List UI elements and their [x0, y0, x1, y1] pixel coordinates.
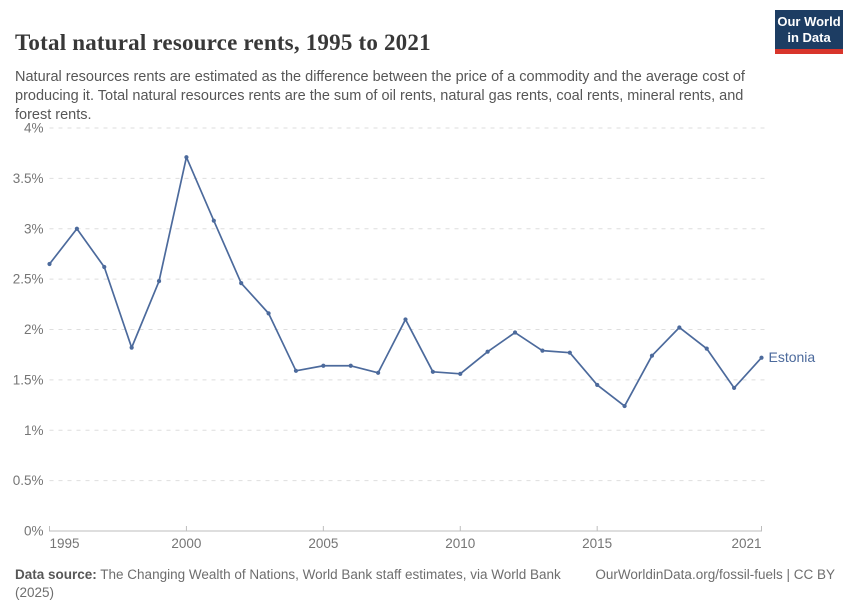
- x-axis-tick-label: 2021: [731, 536, 761, 551]
- data-point[interactable]: [376, 370, 381, 375]
- data-point[interactable]: [512, 330, 518, 335]
- data-point[interactable]: [403, 317, 408, 322]
- data-point[interactable]: [102, 264, 107, 270]
- data-point[interactable]: [348, 363, 353, 368]
- data-point[interactable]: [485, 349, 490, 354]
- y-axis-tick-label: 2%: [24, 322, 44, 337]
- data-point[interactable]: [184, 155, 189, 160]
- data-source-note: Data source: The Changing Wealth of Nati…: [15, 566, 595, 600]
- y-axis-tick-label: 1%: [24, 423, 44, 438]
- chart-subtitle: Natural resources rents are estimated as…: [15, 68, 745, 123]
- x-axis-tick-label: 2000: [171, 536, 201, 551]
- y-axis-tick-label: 1.5%: [13, 372, 44, 387]
- series-label-estonia[interactable]: Estonia: [769, 349, 816, 365]
- data-point[interactable]: [595, 382, 600, 388]
- y-axis-tick-label: 3%: [24, 221, 44, 236]
- data-point[interactable]: [129, 345, 134, 350]
- data-point[interactable]: [759, 355, 764, 360]
- y-axis-tick-label: 4%: [24, 121, 44, 136]
- y-axis-tick-label: 2.5%: [13, 272, 44, 287]
- data-point[interactable]: [649, 353, 655, 358]
- data-source-label: Data source:: [15, 567, 97, 582]
- data-point[interactable]: [622, 403, 627, 409]
- data-point[interactable]: [47, 261, 52, 267]
- data-point[interactable]: [239, 281, 244, 286]
- x-axis-line: [49, 526, 762, 532]
- data-point[interactable]: [540, 348, 545, 353]
- data-point[interactable]: [567, 350, 572, 355]
- data-point[interactable]: [321, 363, 326, 368]
- data-point[interactable]: [74, 226, 79, 231]
- data-point[interactable]: [430, 369, 435, 374]
- y-axis-tick-label: 0.5%: [13, 473, 44, 488]
- data-point[interactable]: [732, 385, 737, 391]
- data-point[interactable]: [211, 218, 216, 223]
- data-point[interactable]: [704, 346, 709, 351]
- owid-logo-line2: in Data: [787, 30, 831, 45]
- y-axis-tick-label: 3.5%: [13, 171, 44, 186]
- y-axis-tick-label: 0%: [24, 524, 44, 539]
- x-axis-tick-label: 2005: [308, 536, 338, 551]
- chart-footer: Data source: The Changing Wealth of Nati…: [15, 566, 835, 600]
- x-axis-tick-label: 2010: [445, 536, 475, 551]
- owid-logo[interactable]: Our World in Data: [775, 10, 843, 54]
- data-point[interactable]: [293, 368, 299, 373]
- credit-link[interactable]: OurWorldinData.org/fossil-fuels | CC BY: [595, 567, 835, 582]
- data-point[interactable]: [677, 325, 682, 330]
- data-source-text: The Changing Wealth of Nations, World Ba…: [15, 567, 561, 600]
- data-point[interactable]: [458, 371, 463, 376]
- owid-logo-line1: Our World: [777, 14, 841, 29]
- chart-title: Total natural resource rents, 1995 to 20…: [15, 30, 431, 56]
- data-line-estonia[interactable]: [48, 156, 763, 407]
- data-point[interactable]: [156, 279, 162, 284]
- x-axis-tick-label: 1995: [50, 536, 80, 551]
- data-point[interactable]: [266, 311, 271, 316]
- x-axis-tick-label: 2015: [582, 536, 612, 551]
